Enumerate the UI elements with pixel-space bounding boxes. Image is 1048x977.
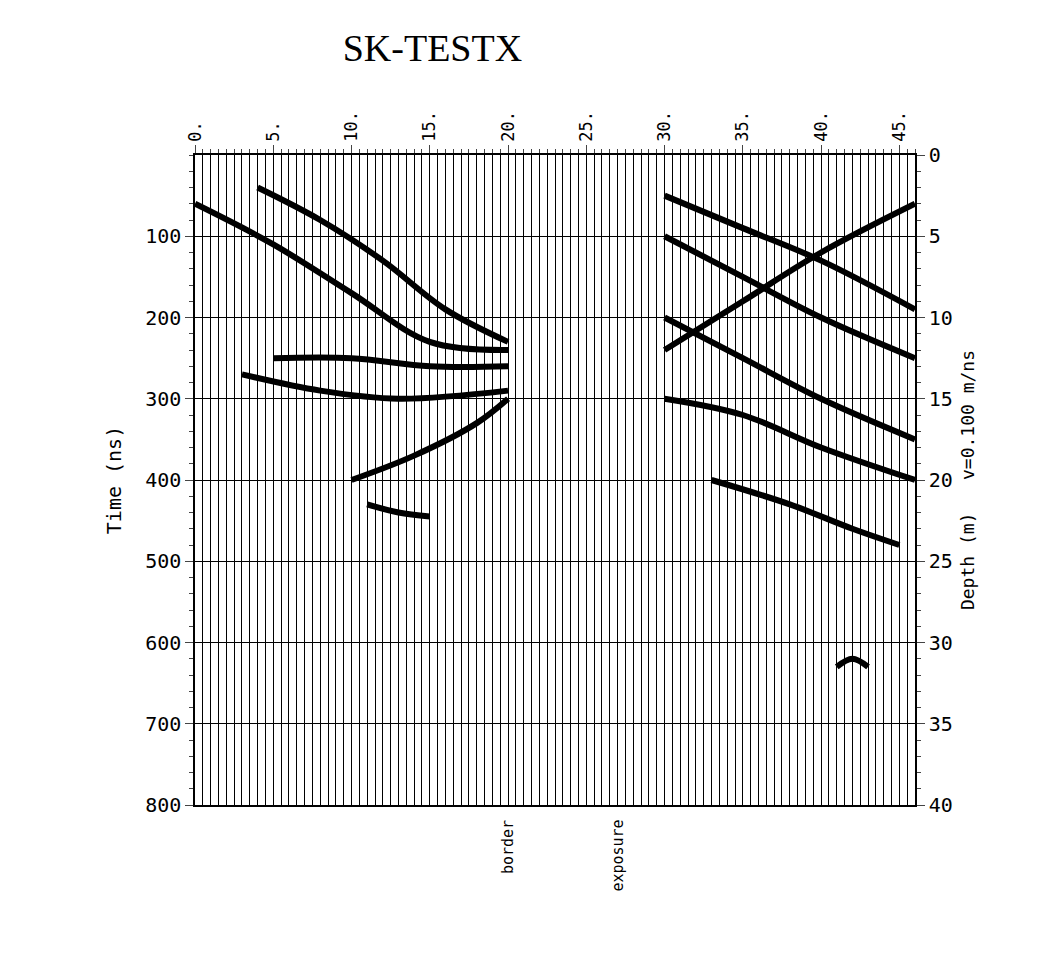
svg-text:35.: 35. xyxy=(732,111,752,142)
svg-text:800: 800 xyxy=(145,793,181,817)
svg-text:200: 200 xyxy=(145,306,181,330)
svg-text:35: 35 xyxy=(929,712,953,736)
svg-text:exposure: exposure xyxy=(609,819,627,891)
svg-text:700: 700 xyxy=(145,712,181,736)
svg-text:10: 10 xyxy=(929,306,953,330)
svg-text:25.: 25. xyxy=(576,111,596,142)
svg-text:20: 20 xyxy=(929,468,953,492)
svg-text:0: 0 xyxy=(929,143,941,167)
svg-text:Depth (m) v=0.100 m/ns: Depth (m) v=0.100 m/ns xyxy=(957,350,978,610)
svg-text:25: 25 xyxy=(929,549,953,573)
svg-text:30: 30 xyxy=(929,631,953,655)
svg-text:0.: 0. xyxy=(185,121,205,141)
svg-text:15: 15 xyxy=(929,387,953,411)
svg-text:15.: 15. xyxy=(419,111,439,142)
svg-text:30.: 30. xyxy=(654,111,674,142)
svg-text:400: 400 xyxy=(145,468,181,492)
svg-text:40.: 40. xyxy=(811,111,831,142)
svg-text:Time (ns): Time (ns) xyxy=(102,426,126,534)
svg-text:300: 300 xyxy=(145,387,181,411)
svg-text:500: 500 xyxy=(145,549,181,573)
svg-text:20.: 20. xyxy=(498,111,518,142)
svg-text:40: 40 xyxy=(929,793,953,817)
svg-text:5.: 5. xyxy=(263,121,283,141)
svg-text:100: 100 xyxy=(145,224,181,248)
svg-text:10.: 10. xyxy=(341,111,361,142)
svg-text:border: border xyxy=(499,820,517,874)
svg-text:45.: 45. xyxy=(889,111,909,142)
svg-text:SK-TESTX: SK-TESTX xyxy=(343,27,522,69)
svg-text:600: 600 xyxy=(145,631,181,655)
svg-text:5: 5 xyxy=(929,224,941,248)
